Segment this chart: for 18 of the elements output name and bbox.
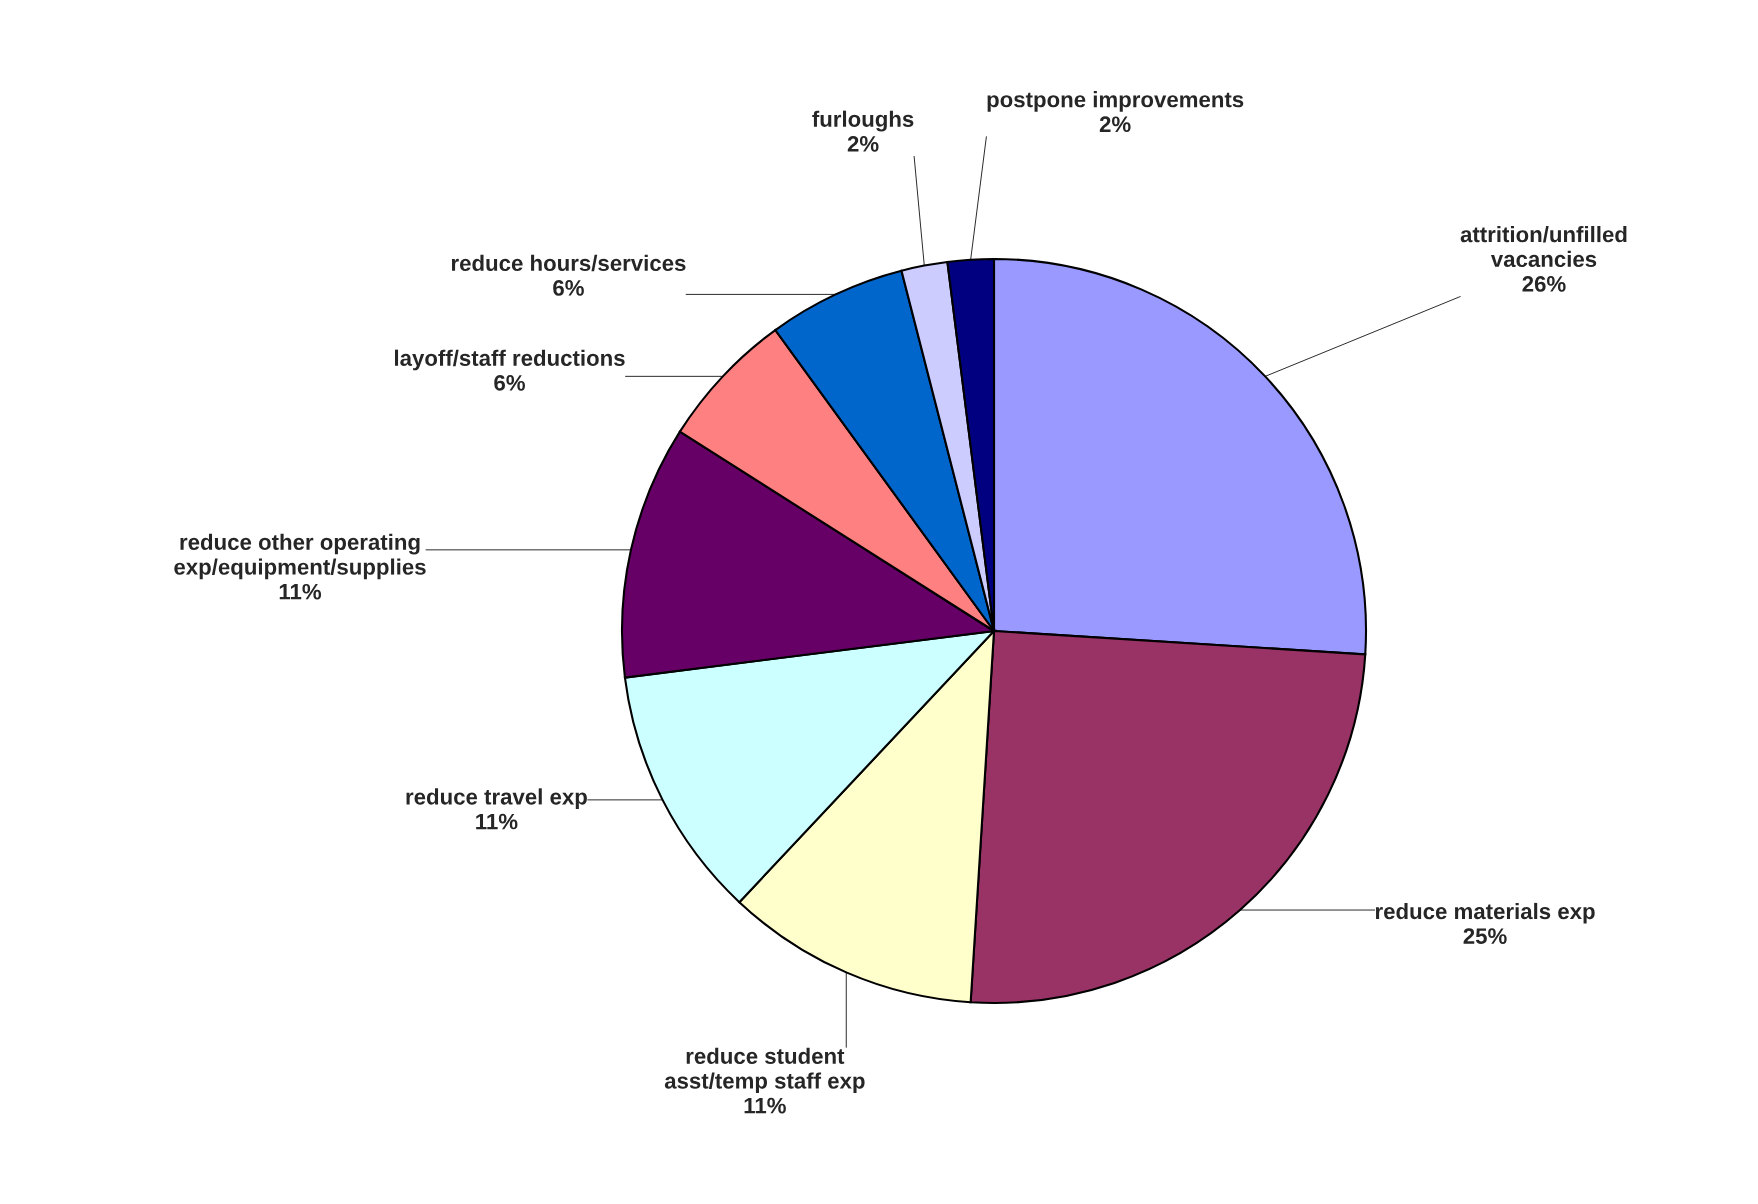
data-label: 26% bbox=[1522, 276, 1566, 292]
data-label: 6% bbox=[553, 280, 584, 296]
slice-label: postpone improvements bbox=[987, 91, 1244, 112]
data-label: 25% bbox=[1463, 928, 1507, 944]
data-label: 2% bbox=[1099, 116, 1131, 133]
slice-label: furloughs bbox=[812, 110, 914, 132]
data-label: 11% bbox=[744, 1097, 786, 1114]
slice-label: reduce travel exp bbox=[406, 788, 587, 810]
data-label: 2% bbox=[847, 136, 879, 152]
slice-label: reduce student asst/temp staff exp bbox=[664, 1047, 865, 1094]
slice-label: layoff/staff reductions bbox=[395, 349, 625, 371]
slice-label: reduce other operating exp/equipment/supplies bbox=[174, 533, 426, 580]
slice-label: reduce materials exp bbox=[1375, 902, 1595, 924]
slice-label: reduce hours/services bbox=[451, 254, 686, 272]
data-label: 11% bbox=[476, 813, 518, 830]
data-label: 6% bbox=[494, 374, 525, 391]
slice-label: attrition/unfilled vacancies bbox=[1460, 225, 1627, 268]
data-label: 11% bbox=[279, 583, 322, 600]
